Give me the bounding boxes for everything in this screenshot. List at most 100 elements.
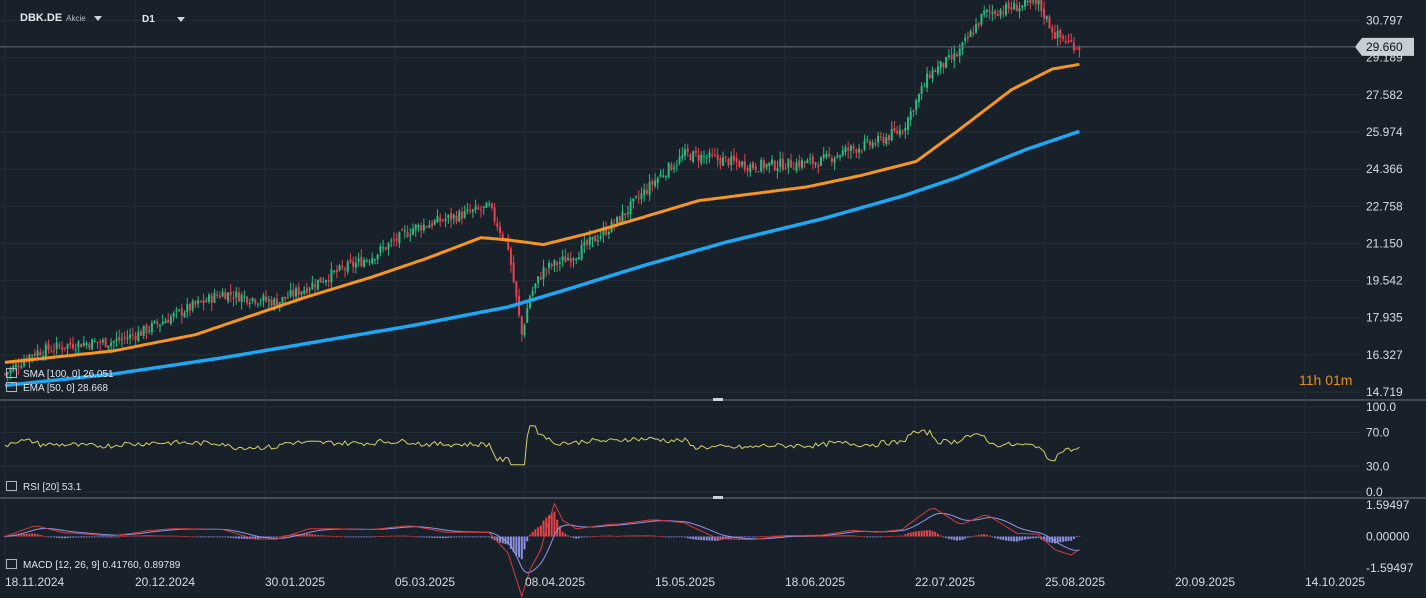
macd-histogram-bar <box>969 536 972 538</box>
pane-handle-2[interactable] <box>713 496 723 499</box>
candle-body <box>420 225 423 231</box>
candle-body <box>817 164 820 168</box>
candle-body <box>134 335 137 340</box>
symbol-selector[interactable]: DBK.DE Akcie <box>20 12 102 24</box>
candle-body <box>221 292 224 297</box>
price-tick-label: 30.797 <box>1366 14 1403 28</box>
candle-body <box>354 262 357 268</box>
macd-histogram-bar <box>403 535 406 537</box>
candle-body <box>520 316 523 335</box>
candle-body <box>626 212 629 214</box>
macd-histogram-bar <box>213 536 216 538</box>
sma-legend[interactable]: SMA [100, 0] 26.051 <box>6 368 114 380</box>
settings-icon[interactable] <box>6 481 17 492</box>
candle-body <box>743 161 746 170</box>
candle-body <box>286 297 289 299</box>
macd-histogram-bar <box>327 535 330 537</box>
macd-histogram-bar <box>727 536 730 539</box>
macd-histogram-bar <box>199 536 202 538</box>
macd-histogram-bar <box>1045 536 1048 542</box>
macd-histogram-bar <box>61 536 64 539</box>
macd-histogram-bar <box>762 536 765 537</box>
svg-text:29.660: 29.660 <box>1366 40 1403 54</box>
macd-histogram-bar <box>651 535 654 537</box>
macd-histogram-bar <box>390 535 393 537</box>
macd-line <box>4 502 1080 598</box>
macd-histogram-bar <box>123 535 126 537</box>
macd-histogram-bar <box>365 536 368 538</box>
macd-histogram-bar <box>110 536 113 538</box>
macd-histogram-bar <box>289 534 292 537</box>
time-axis: 18.11.2024 20.12.2024 30.01.2025 05.03.2025… <box>5 575 1365 589</box>
ema-line <box>4 129 1080 388</box>
macd-histogram-bar <box>208 536 210 538</box>
candle-body <box>697 154 700 161</box>
macd-histogram-bar <box>112 536 115 538</box>
rsi-legend-text: RSI [20] 53.1 <box>23 482 82 493</box>
macd-histogram-bar <box>395 535 398 537</box>
candle-body <box>700 154 703 163</box>
candle-body <box>23 360 26 366</box>
ema-legend[interactable]: EMA [50, 0] 28.668 <box>6 382 108 394</box>
macd-histogram-bar <box>1067 536 1070 542</box>
candle-body <box>716 154 719 160</box>
macd-histogram-bar <box>240 536 243 539</box>
settings-icon[interactable] <box>6 559 17 570</box>
candle-body <box>947 55 950 58</box>
macd-histogram-bar <box>14 534 17 537</box>
candle-body <box>847 147 850 151</box>
macd-histogram-bar <box>635 535 638 537</box>
macd-histogram-bar <box>455 536 458 538</box>
macd-histogram-bar <box>548 515 550 537</box>
candle-body <box>93 341 96 343</box>
macd-histogram-bar <box>700 536 703 541</box>
candle-body <box>539 277 542 280</box>
macd-histogram-bar <box>656 535 659 537</box>
macd-histogram-bar <box>422 536 425 538</box>
macd-histogram-bar <box>757 536 760 538</box>
macd-histogram-bar <box>463 536 466 538</box>
candle-countdown: 11h 01m <box>1299 372 1353 388</box>
candle-body <box>561 256 564 261</box>
macd-histogram-bar <box>1062 536 1065 542</box>
candle-body <box>289 290 292 297</box>
candle-body <box>213 293 216 303</box>
macd-histogram-bar <box>855 535 858 537</box>
macd-histogram-bar <box>988 535 991 537</box>
macd-legend[interactable]: MACD [12, 26, 9] 0.41760, 0.89789 <box>6 559 180 571</box>
macd-histogram-bar <box>926 530 929 537</box>
candle-body <box>1059 29 1062 38</box>
candle-body <box>896 130 899 134</box>
date-tick-label: 05.03.2025 <box>395 575 455 589</box>
macd-histogram-bar <box>175 535 178 537</box>
settings-icon[interactable] <box>6 382 17 393</box>
macd-histogram-bar <box>512 536 515 553</box>
macd-histogram-bar <box>575 536 578 539</box>
macd-histogram-bar <box>134 535 137 537</box>
macd-histogram-bar <box>830 535 833 537</box>
macd-histogram-bar <box>363 536 366 538</box>
candle-body <box>167 319 170 323</box>
macd-histogram-bar <box>520 536 523 560</box>
settings-icon[interactable] <box>6 368 17 379</box>
candle-body <box>414 224 417 231</box>
rsi-tick-label: 0.0 <box>1366 485 1383 499</box>
macd-histogram-bar <box>771 535 774 537</box>
macd-histogram-bar <box>471 536 474 538</box>
candle-body <box>822 154 825 159</box>
macd-histogram-bar <box>44 536 47 538</box>
candle-body <box>637 197 640 199</box>
pane-handle-1[interactable] <box>713 398 723 401</box>
rsi-legend[interactable]: RSI [20] 53.1 <box>6 481 82 493</box>
candle-body <box>607 232 610 235</box>
candle-body <box>602 228 605 236</box>
price-tick-label: 29.189 <box>1366 51 1403 65</box>
timeframe-selector[interactable]: D1 <box>142 14 185 25</box>
macd-histogram-bar <box>148 535 151 537</box>
macd-histogram-bar <box>373 536 376 538</box>
macd-histogram-bar <box>605 535 608 537</box>
macd-histogram-bar <box>613 535 616 537</box>
macd-histogram-bar <box>664 536 667 538</box>
macd-histogram-bar <box>52 536 55 538</box>
